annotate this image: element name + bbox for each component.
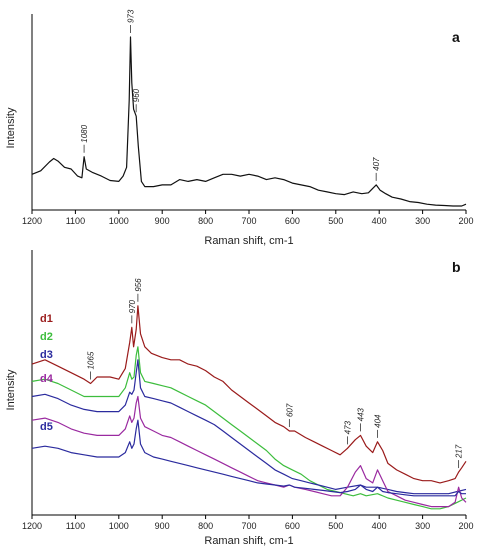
peak-label: 956 [134, 278, 143, 292]
x-tick-label: 1100 [66, 521, 85, 531]
x-tick-label: 1200 [22, 521, 42, 531]
peak-label: 1065 [87, 351, 96, 369]
x-tick-label: 700 [241, 521, 256, 531]
x-tick-label: 700 [241, 216, 256, 226]
series-line-d4 [31, 395, 467, 508]
peak-label: 443 [357, 407, 366, 421]
series-label-d4: d4 [40, 373, 54, 385]
peak-label: 973 [127, 9, 136, 23]
x-tick-label: 300 [415, 521, 430, 531]
x-tick-label: 900 [155, 216, 170, 226]
peak-label: 1080 [80, 124, 89, 142]
x-axis-label: Raman shift, cm-1 [204, 535, 293, 547]
series-label-d3: d3 [40, 349, 53, 361]
series-label-d5: d5 [40, 421, 53, 433]
peak-label: 607 [285, 403, 294, 417]
x-axis-label: Raman shift, cm-1 [204, 235, 293, 247]
x-tick-label: 900 [155, 521, 170, 531]
x-tick-label: 400 [372, 216, 387, 226]
series-line-d3 [31, 359, 467, 495]
x-tick-label: 800 [198, 216, 213, 226]
x-tick-label: 600 [285, 521, 300, 531]
panel-a-chart: 1200 1100 1000 900 800 700 600 500 400 300 200 Rama… [5, 9, 474, 247]
series-line-d2 [31, 346, 467, 510]
x-tick-label: 1000 [109, 216, 129, 226]
peak-label: 407 [372, 157, 381, 171]
x-tick-label: 200 [458, 521, 473, 531]
x-tick-label: 1100 [66, 216, 85, 226]
peak-label: 217 [455, 444, 464, 459]
y-axis-label: Intensity [5, 107, 17, 148]
panel-letter: b [452, 259, 461, 275]
peak-label: 960 [132, 88, 141, 102]
x-tick-label: 500 [328, 216, 343, 226]
x-tick-label: 400 [372, 521, 387, 531]
series-line-d5 [31, 419, 466, 497]
y-axis-label: Intensity [5, 369, 17, 410]
x-tick-label: 1200 [22, 216, 42, 226]
panel-b-chart: 1200 1100 1000 900 800 700 600 500 400 300 200 Rama… [5, 250, 474, 547]
series-label-d2: d2 [40, 331, 53, 343]
series-line [31, 36, 467, 207]
series-line-d1 [31, 305, 467, 484]
peak-label: 970 [128, 299, 137, 313]
x-tick-label: 500 [328, 521, 343, 531]
x-tick-label: 300 [415, 216, 430, 226]
x-tick-label: 200 [458, 216, 473, 226]
x-tick-label: 800 [198, 521, 213, 531]
peak-label: 473 [344, 420, 353, 434]
panel-letter: a [452, 29, 460, 45]
peak-label: 404 [373, 414, 382, 428]
x-tick-label: 600 [285, 216, 300, 226]
series-label-d1: d1 [40, 313, 53, 325]
x-tick-label: 1000 [109, 521, 129, 531]
